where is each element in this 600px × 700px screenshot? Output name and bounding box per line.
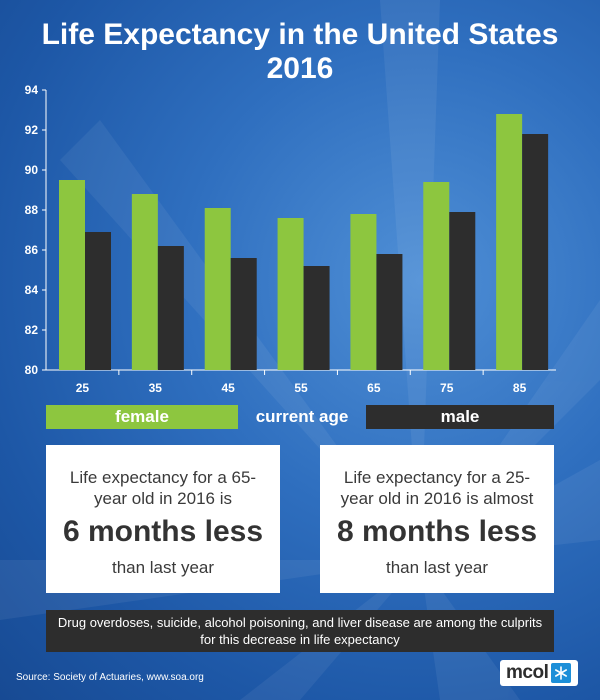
logo-text: mcol bbox=[506, 662, 549, 683]
bar-male-55 bbox=[303, 266, 330, 370]
y-tick-label: 88 bbox=[25, 203, 39, 217]
bar-chart: 80 82 84 86 88 90 92 94 25 35 45 55 65 75 85 bbox=[25, 83, 549, 395]
bar-female-85 bbox=[496, 114, 523, 370]
legend-male: male bbox=[366, 405, 554, 429]
bar-female-25 bbox=[59, 180, 85, 370]
y-tick-label: 84 bbox=[25, 283, 39, 297]
x-tick-label: 45 bbox=[221, 381, 235, 395]
card-25-highlight: 8 months less bbox=[336, 515, 538, 548]
bar-male-45 bbox=[230, 258, 257, 370]
y-tick-label: 90 bbox=[25, 163, 39, 177]
bar-male-75 bbox=[449, 212, 476, 370]
x-tick-label: 25 bbox=[76, 381, 90, 395]
snowflake-icon bbox=[551, 663, 572, 683]
title-line-1: Life Expectancy in the United States bbox=[41, 18, 559, 51]
footer-note: Drug overdoses, suicide, alcohol poisoni… bbox=[46, 610, 554, 652]
legend-female: female bbox=[46, 405, 238, 429]
info-card-25: Life expectancy for a 25-year old in 201… bbox=[320, 445, 554, 593]
bar-female-35 bbox=[131, 194, 158, 370]
y-tick-label: 82 bbox=[25, 323, 39, 337]
x-tick-label: 85 bbox=[513, 381, 527, 395]
card-25-text: Life expectancy for a 25-year old in 201… bbox=[340, 468, 534, 508]
bar-female-75 bbox=[423, 182, 450, 370]
x-tick-label: 35 bbox=[149, 381, 163, 395]
bar-female-55 bbox=[277, 218, 304, 370]
x-tick-label: 55 bbox=[294, 381, 308, 395]
title-line-2: 2016 bbox=[266, 52, 334, 85]
card-65-subtext: than last year bbox=[111, 558, 215, 577]
y-tick-label: 92 bbox=[25, 123, 39, 137]
mcol-logo: mcol bbox=[500, 660, 578, 686]
bar-male-35 bbox=[157, 246, 184, 370]
chart-title: Life Expectancy in the United States 201… bbox=[0, 18, 600, 86]
x-tick-label: 65 bbox=[367, 381, 381, 395]
x-axis-label: current age bbox=[255, 407, 349, 426]
y-tick-label: 80 bbox=[25, 363, 39, 377]
bar-female-45 bbox=[204, 208, 231, 370]
card-25-subtext: than last year bbox=[385, 558, 489, 577]
bar-male-85 bbox=[522, 134, 549, 370]
bar-female-65 bbox=[350, 214, 377, 370]
source-credit: Source: Society of Actuaries, www.soa.or… bbox=[16, 672, 204, 683]
bar-male-25 bbox=[85, 232, 111, 370]
bar-male-65 bbox=[376, 254, 403, 370]
y-tick-label: 94 bbox=[25, 83, 39, 97]
card-65-text: Life expectancy for a 65-year old in 201… bbox=[69, 468, 257, 508]
x-tick-label: 75 bbox=[440, 381, 454, 395]
info-card-65: Life expectancy for a 65-year old in 201… bbox=[46, 445, 280, 593]
y-tick-label: 86 bbox=[25, 243, 39, 257]
card-65-highlight: 6 months less bbox=[62, 515, 264, 548]
